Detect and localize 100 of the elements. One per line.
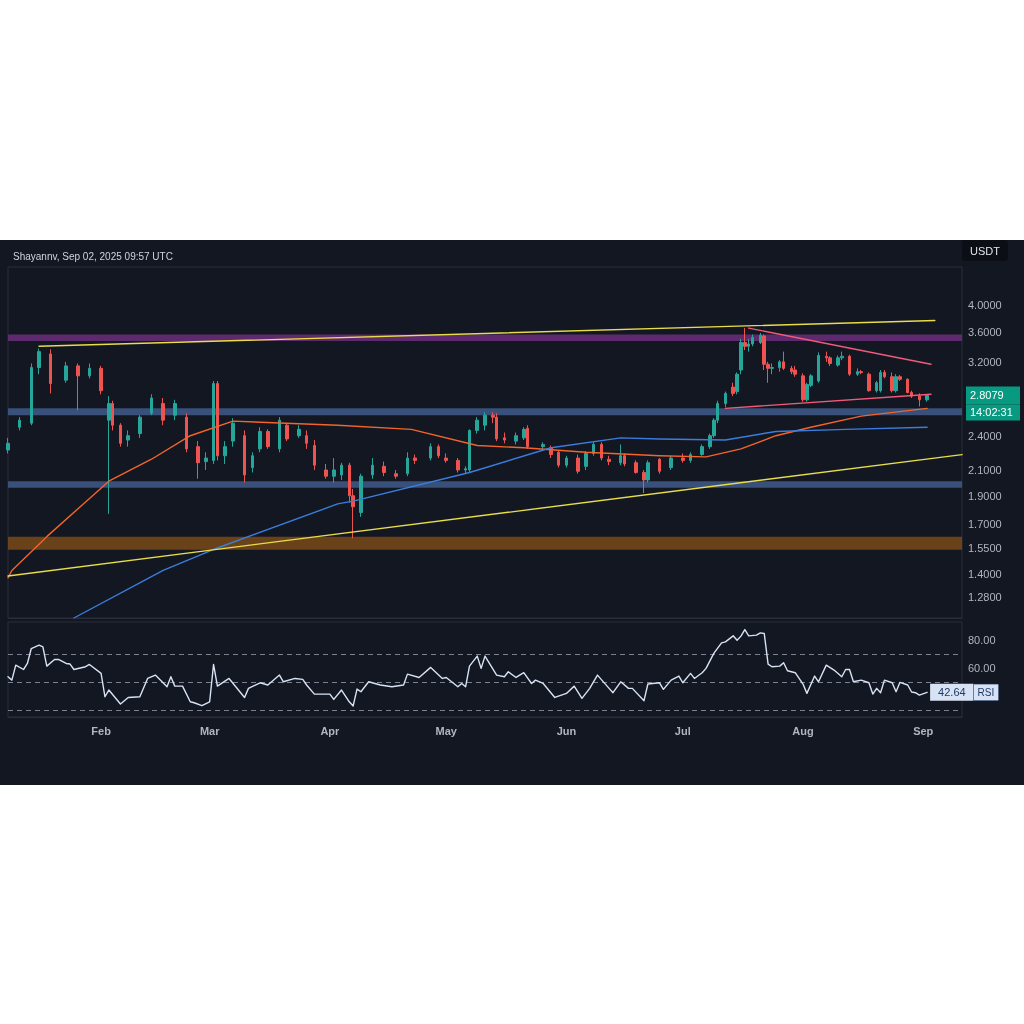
y-tick-label: 80.00 xyxy=(968,634,996,647)
candlestick xyxy=(925,393,929,403)
candlestick xyxy=(793,365,797,378)
candlestick xyxy=(817,351,820,384)
candlestick xyxy=(49,348,52,394)
candlestick xyxy=(848,354,851,377)
candlestick xyxy=(196,440,200,480)
candlestick xyxy=(879,369,882,393)
candlestick xyxy=(541,441,545,451)
data-label: 42.64 xyxy=(938,686,966,699)
y-tick-label: 1.2800 xyxy=(968,591,1002,604)
candlestick xyxy=(894,373,898,393)
candlestick xyxy=(76,362,80,411)
candlestick xyxy=(890,372,894,393)
y-tick-label: 3.6000 xyxy=(968,325,1002,338)
candlestick xyxy=(231,417,235,448)
candlestick xyxy=(429,442,432,461)
candlestick xyxy=(173,399,177,421)
candlestick xyxy=(557,449,560,469)
y-tick-label: 1.4000 xyxy=(968,568,1002,581)
x-tick-label: Mar xyxy=(199,724,221,737)
candlestick xyxy=(735,372,739,395)
candlestick xyxy=(278,416,281,453)
candlestick xyxy=(483,411,487,431)
x-tick-label: May xyxy=(435,724,458,737)
candlestick xyxy=(371,457,374,480)
candlestick xyxy=(898,374,902,382)
candlestick xyxy=(658,457,661,475)
candlestick xyxy=(212,380,215,465)
candlestick xyxy=(681,452,685,464)
y-tick-label: 1.9000 xyxy=(968,489,1002,502)
line-series xyxy=(73,426,928,619)
candlestick xyxy=(185,412,188,453)
y-tick-label: 60.00 xyxy=(968,662,996,675)
candlestick xyxy=(107,395,111,515)
candlestick xyxy=(724,391,727,408)
x-tick-label: Feb xyxy=(91,724,112,737)
candlestick xyxy=(584,450,588,471)
candlestick xyxy=(867,372,871,393)
candlestick xyxy=(770,362,774,375)
chart-title: Shayannv, Sep 02, 2025 09:57 UTC xyxy=(13,250,173,262)
candlestick xyxy=(37,348,41,375)
candlestick xyxy=(313,439,316,471)
candlestick xyxy=(456,457,460,473)
candlestick xyxy=(394,469,398,480)
candlestick xyxy=(475,416,479,435)
candlestick xyxy=(801,372,805,403)
candlestick xyxy=(565,455,568,469)
candlestick xyxy=(646,459,650,484)
line-series xyxy=(7,628,928,707)
candlestick xyxy=(382,461,386,477)
candlestick xyxy=(161,397,165,426)
candlestick xyxy=(18,416,21,431)
candlestick xyxy=(285,422,289,442)
candlestick xyxy=(406,451,409,477)
candlestick xyxy=(150,393,153,416)
x-tick-label: Jul xyxy=(674,724,691,737)
candlestick xyxy=(883,369,886,379)
candlestick xyxy=(88,362,91,379)
candlestick xyxy=(297,424,301,439)
x-tick-label: Aug xyxy=(792,724,814,737)
text: 2.8079 xyxy=(970,388,1004,401)
candlestick xyxy=(223,440,227,465)
candlestick xyxy=(64,361,68,384)
candlestick xyxy=(6,437,10,454)
candlestick xyxy=(778,359,781,373)
candlestick xyxy=(743,327,747,351)
candlestick xyxy=(790,365,793,375)
candlestick xyxy=(526,424,529,450)
candlestick xyxy=(607,455,611,466)
candlestick xyxy=(258,426,262,453)
candlestick xyxy=(759,332,762,345)
candlestick xyxy=(111,400,114,431)
line-series xyxy=(7,407,928,579)
y-tick-label: 2.1000 xyxy=(968,464,1002,476)
candlestick xyxy=(619,443,622,466)
y-axis-title: USDT xyxy=(970,244,1001,257)
y-tick-label: 2.4000 xyxy=(968,429,1002,442)
x-tick-label: Sep xyxy=(913,724,934,737)
candlestick xyxy=(138,414,142,439)
candlestick xyxy=(503,432,506,444)
candlestick xyxy=(856,367,859,377)
y-tick-label: 4.0000 xyxy=(968,298,1002,311)
candlestick xyxy=(204,451,208,471)
candlestick xyxy=(828,355,832,367)
candlestick xyxy=(522,426,526,441)
candlestick xyxy=(359,473,363,518)
candlestick xyxy=(825,351,828,363)
candlestick xyxy=(216,380,219,461)
text: 14:02:31 xyxy=(970,405,1013,418)
candlestick xyxy=(731,382,735,397)
x-tick-label: Apr xyxy=(320,724,341,737)
candlestick xyxy=(444,452,448,464)
y-tick-label: 1.5500 xyxy=(968,541,1002,554)
x-tick-label: Jun xyxy=(556,724,577,737)
candlestick xyxy=(243,429,246,484)
candlestick xyxy=(634,459,638,475)
candlestick xyxy=(747,338,750,353)
candlestick xyxy=(126,429,130,448)
candlestick xyxy=(576,454,580,475)
